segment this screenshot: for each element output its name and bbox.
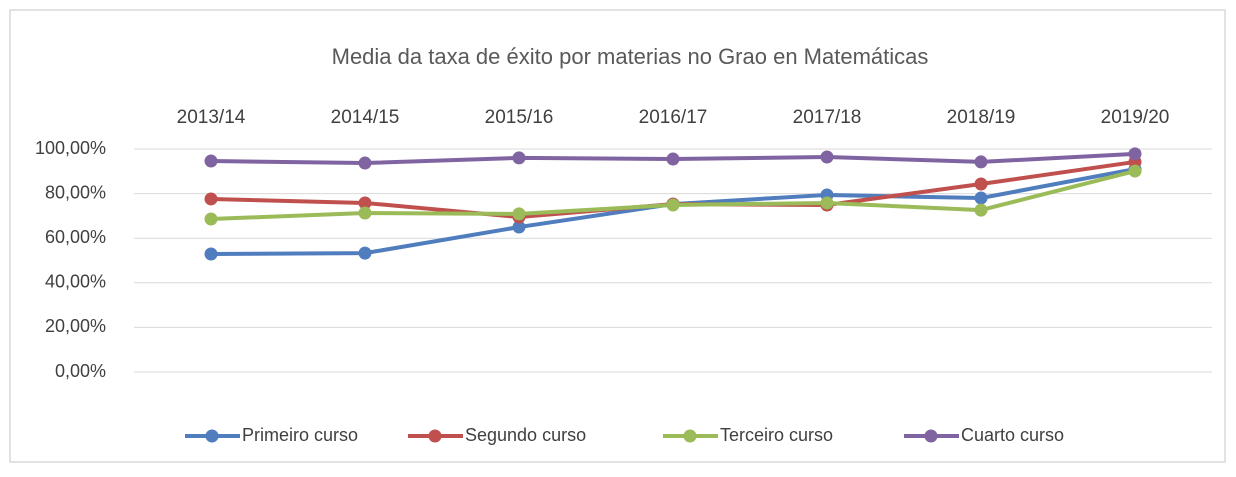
data-point bbox=[204, 212, 218, 226]
data-point bbox=[204, 192, 218, 206]
data-point bbox=[358, 206, 372, 220]
legend-label: Primeiro curso bbox=[242, 425, 358, 445]
legend-label: Segundo curso bbox=[465, 425, 586, 445]
legend-label: Terceiro curso bbox=[720, 425, 833, 445]
legend-marker bbox=[683, 429, 697, 443]
data-point bbox=[666, 198, 680, 212]
data-point bbox=[974, 177, 988, 191]
legend-marker bbox=[924, 429, 938, 443]
x-tick-label: 2014/15 bbox=[331, 107, 400, 128]
data-point bbox=[974, 155, 988, 169]
y-tick-label: 40,00% bbox=[45, 272, 106, 292]
data-point bbox=[974, 191, 988, 205]
data-point bbox=[820, 150, 834, 164]
data-point bbox=[358, 196, 372, 210]
x-tick-label: 2013/14 bbox=[177, 107, 246, 128]
data-point bbox=[204, 247, 218, 261]
data-point bbox=[820, 196, 834, 210]
data-point bbox=[666, 152, 680, 166]
x-tick-label: 2019/20 bbox=[1101, 107, 1170, 128]
y-tick-label: 100,00% bbox=[35, 138, 106, 158]
x-tick-label: 2015/16 bbox=[485, 107, 554, 128]
data-point bbox=[974, 203, 988, 217]
x-tick-label: 2018/19 bbox=[947, 107, 1016, 128]
data-point bbox=[358, 246, 372, 260]
legend-label: Cuarto curso bbox=[961, 425, 1064, 445]
data-point bbox=[512, 151, 526, 165]
legend-marker bbox=[428, 429, 442, 443]
x-tick-label: 2017/18 bbox=[793, 107, 862, 128]
x-tick-label: 2016/17 bbox=[639, 107, 708, 128]
data-point bbox=[204, 154, 218, 168]
chart-title: Media da taxa de éxito por materias no G… bbox=[332, 44, 929, 69]
y-tick-label: 80,00% bbox=[45, 182, 106, 202]
legend-marker bbox=[205, 429, 219, 443]
y-tick-label: 20,00% bbox=[45, 316, 106, 336]
chart-border bbox=[9, 9, 1226, 463]
data-point bbox=[1128, 147, 1142, 161]
data-point bbox=[1128, 164, 1142, 178]
y-tick-label: 60,00% bbox=[45, 227, 106, 247]
data-point bbox=[512, 220, 526, 234]
data-point bbox=[512, 207, 526, 221]
data-point bbox=[358, 156, 372, 170]
y-tick-label: 0,00% bbox=[55, 361, 106, 381]
